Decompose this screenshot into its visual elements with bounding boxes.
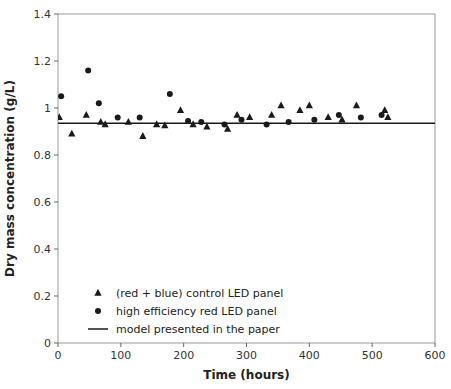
circle-point	[58, 93, 64, 99]
triangle-point	[296, 106, 303, 113]
model-line	[58, 123, 435, 125]
circle-point	[336, 112, 342, 118]
legend-label: model presented in the paper	[116, 323, 280, 336]
circle-point	[264, 121, 270, 127]
triangle-point	[384, 113, 391, 120]
circle-point	[85, 67, 91, 73]
circle-point	[115, 114, 121, 120]
legend-swatch	[94, 289, 101, 296]
y-tick-label: 1	[44, 102, 51, 115]
triangle-point	[381, 106, 388, 113]
triangle-point	[58, 113, 63, 120]
y-tick-label: 0.2	[34, 290, 52, 303]
y-tick-label: 0	[44, 337, 51, 350]
legend: (red + blue) control LED panel high effic…	[88, 287, 283, 336]
chart: 0 100 200 300 400 500 600 0 0.2 0.4 0.6 0.8 1 1.2 1.4 T…	[0, 0, 451, 389]
legend-label: high efficiency red LED panel	[116, 305, 277, 318]
y-tick	[54, 108, 58, 109]
circle-point	[137, 114, 143, 120]
triangle-point	[325, 113, 332, 120]
circle-point	[96, 100, 102, 106]
triangle-point	[68, 130, 75, 137]
triangle-point	[139, 132, 146, 139]
x-tick-label: 600	[425, 349, 446, 362]
x-tick	[120, 343, 121, 347]
triangle-point	[177, 106, 184, 113]
x-axis: 0 100 200 300 400 500 600	[55, 343, 446, 362]
circle-point	[311, 117, 317, 123]
y-tick	[54, 343, 58, 344]
x-tick-label: 300	[236, 349, 257, 362]
x-tick-label: 400	[299, 349, 320, 362]
y-tick-label: 0.8	[34, 149, 52, 162]
x-tick-label: 500	[362, 349, 383, 362]
triangle-point	[233, 111, 240, 118]
x-tick	[58, 343, 59, 347]
y-tick-label: 1.2	[34, 55, 52, 68]
plot-frame	[58, 14, 435, 343]
x-tick	[372, 343, 373, 347]
series	[58, 67, 384, 127]
triangle-point	[246, 113, 253, 120]
legend-label: (red + blue) control LED panel	[116, 287, 283, 300]
y-tick-label: 1.4	[34, 8, 52, 21]
x-tick-label: 100	[110, 349, 131, 362]
triangle-point	[353, 102, 360, 109]
x-tick-label: 200	[173, 349, 194, 362]
y-tick	[54, 155, 58, 156]
x-tick	[183, 343, 184, 347]
marks	[58, 67, 435, 138]
triangle-point	[83, 111, 90, 118]
legend-swatch	[95, 308, 101, 314]
x-tick-label: 0	[55, 349, 62, 362]
triangle-point	[306, 102, 313, 109]
y-tick	[54, 61, 58, 62]
circle-point	[286, 119, 292, 125]
y-axis-label: Dry mass concentration (g/L)	[3, 80, 17, 277]
x-axis-label: Time (hours)	[203, 368, 289, 382]
circle-point	[379, 112, 385, 118]
y-axis: 0 0.2 0.4 0.6 0.8 1 1.2 1.4	[34, 8, 59, 350]
x-tick	[309, 343, 310, 347]
y-tick	[54, 202, 58, 203]
y-tick-label: 0.6	[34, 196, 52, 209]
circle-point	[222, 121, 228, 127]
circle-point	[238, 117, 244, 123]
x-tick	[435, 343, 436, 347]
series	[58, 102, 391, 139]
y-tick-label: 0.4	[34, 243, 52, 256]
circle-point	[198, 119, 204, 125]
circle-point	[167, 91, 173, 97]
circle-point	[358, 114, 364, 120]
triangle-point	[268, 111, 275, 118]
y-tick	[54, 249, 58, 250]
triangle-point	[277, 102, 284, 109]
series	[58, 123, 435, 124]
x-tick	[246, 343, 247, 347]
y-tick	[54, 296, 58, 297]
triangle-point	[161, 121, 168, 128]
legend-swatch	[88, 328, 108, 330]
y-tick	[54, 14, 58, 15]
